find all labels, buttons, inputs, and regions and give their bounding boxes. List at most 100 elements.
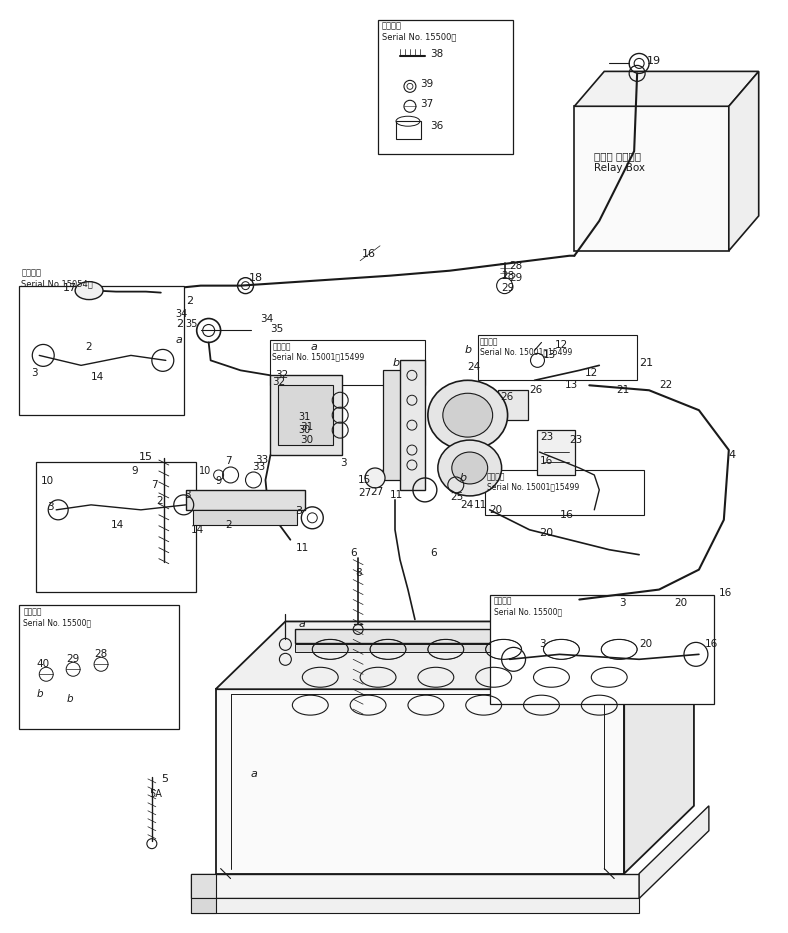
Text: b: b [36, 689, 43, 699]
Polygon shape [574, 72, 759, 106]
Text: 30: 30 [300, 435, 314, 445]
Text: 適用号機
Serial No. 15001～15499: 適用号機 Serial No. 15001～15499 [487, 472, 579, 492]
Text: 26: 26 [500, 392, 514, 402]
Text: 適用号機
Serial No. 15500～: 適用号機 Serial No. 15500～ [24, 607, 91, 627]
Ellipse shape [438, 440, 502, 496]
Text: 3: 3 [32, 369, 38, 379]
Text: 3: 3 [47, 502, 54, 512]
Ellipse shape [443, 393, 492, 437]
Bar [489, 594, 714, 704]
Bar [537, 430, 575, 475]
Text: 26: 26 [530, 385, 543, 396]
Text: 2: 2 [176, 318, 183, 328]
Text: 35: 35 [270, 324, 284, 333]
Text: 28: 28 [94, 649, 107, 660]
Text: 31: 31 [300, 422, 314, 432]
Bar [36, 462, 195, 592]
Text: 22: 22 [659, 381, 672, 390]
Text: 16: 16 [719, 588, 732, 597]
Text: 27: 27 [370, 487, 383, 497]
Text: b: b [66, 694, 72, 704]
Polygon shape [216, 621, 694, 689]
Text: 32: 32 [273, 377, 286, 387]
Text: a: a [251, 769, 258, 779]
Bar [478, 336, 637, 381]
Bar [498, 390, 527, 420]
Bar [396, 121, 421, 139]
Text: 7: 7 [151, 480, 158, 490]
Text: 14: 14 [191, 524, 204, 535]
Text: 3: 3 [184, 490, 191, 500]
Bar [383, 370, 401, 480]
Text: 13: 13 [542, 351, 556, 360]
Text: 16: 16 [362, 249, 376, 258]
Text: 39: 39 [420, 79, 433, 90]
Text: a: a [176, 336, 183, 345]
Text: 12: 12 [555, 341, 567, 351]
Text: 9: 9 [131, 466, 138, 476]
Text: 11: 11 [296, 543, 309, 552]
Text: 32: 32 [276, 370, 288, 381]
Text: 適用号機
Serial No.15054－: 適用号機 Serial No.15054－ [21, 269, 93, 288]
Text: 14: 14 [111, 520, 125, 530]
Text: 7: 7 [225, 456, 232, 466]
Text: 5: 5 [161, 773, 168, 784]
Text: 17: 17 [63, 283, 77, 293]
Text: 34: 34 [176, 309, 188, 318]
Bar [574, 106, 729, 251]
Text: 21: 21 [639, 358, 653, 369]
Text: b: b [465, 345, 472, 355]
Text: 3: 3 [540, 639, 546, 649]
Text: 16: 16 [559, 509, 574, 520]
Text: 適用号機
Serial No. 15500～: 適用号機 Serial No. 15500～ [493, 596, 562, 616]
Text: 19: 19 [647, 57, 661, 66]
Bar [485, 470, 644, 515]
Text: 28: 28 [502, 271, 515, 281]
Text: 8: 8 [355, 567, 362, 578]
Text: 適用号機
Serial No. 15001～15499: 適用号機 Serial No. 15001～15499 [480, 338, 572, 356]
Text: 3: 3 [340, 458, 347, 468]
Text: 29: 29 [502, 283, 515, 293]
Ellipse shape [428, 381, 507, 450]
Text: 13: 13 [564, 381, 578, 390]
Text: 18: 18 [248, 272, 262, 283]
Text: 34: 34 [261, 313, 273, 324]
Text: 25: 25 [450, 492, 463, 502]
Text: 5A: 5A [149, 789, 162, 799]
Bar [278, 385, 333, 445]
Text: 10: 10 [199, 466, 211, 476]
Text: 2: 2 [156, 496, 162, 506]
Text: 38: 38 [430, 49, 443, 60]
Text: 23: 23 [541, 432, 554, 442]
Text: 6: 6 [430, 548, 437, 558]
Text: 11: 11 [474, 500, 487, 509]
Text: 2: 2 [186, 296, 193, 306]
Text: 28: 28 [510, 260, 523, 271]
Text: 11: 11 [390, 490, 403, 500]
Text: 23: 23 [570, 435, 582, 445]
Text: 20: 20 [489, 505, 503, 515]
Text: 15: 15 [139, 453, 153, 462]
Bar [191, 898, 639, 913]
Bar [191, 873, 639, 898]
Text: b: b [459, 473, 467, 483]
Text: 15: 15 [358, 475, 371, 485]
Text: 20: 20 [639, 639, 652, 649]
Text: リレー ボックス
Relay Box: リレー ボックス Relay Box [594, 151, 645, 173]
Text: 20: 20 [540, 528, 554, 537]
Ellipse shape [452, 453, 488, 484]
Text: 37: 37 [420, 99, 433, 109]
Text: 29: 29 [66, 654, 80, 664]
Text: 33: 33 [255, 455, 269, 465]
Text: 3: 3 [619, 597, 626, 607]
Text: 10: 10 [41, 476, 54, 486]
Text: 30: 30 [299, 425, 310, 435]
Polygon shape [191, 898, 216, 913]
Text: 16: 16 [540, 456, 552, 466]
Bar [20, 605, 179, 729]
Text: 31: 31 [299, 412, 310, 423]
Text: 2: 2 [225, 520, 232, 530]
Bar [400, 360, 425, 490]
Circle shape [365, 468, 385, 488]
Text: b: b [393, 358, 400, 369]
